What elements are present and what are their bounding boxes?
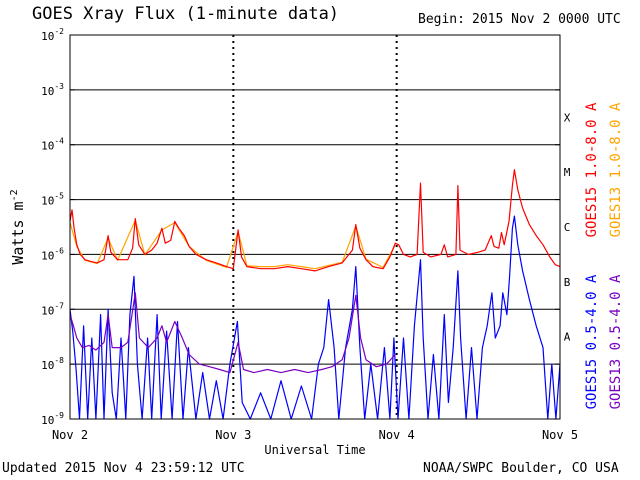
plot-frame (69, 34, 561, 420)
x-axis-label: Universal Time (264, 443, 365, 457)
y-tick-label: 10-2 (41, 27, 64, 43)
series-line-2 (69, 215, 561, 420)
y-tick-label: 10-4 (41, 137, 64, 153)
y-tick-base: 10 (41, 359, 54, 372)
y-tick-exponent: -5 (54, 192, 64, 201)
flare-class-label: C (564, 221, 571, 234)
y-axis-label-exponent: -2 (9, 189, 20, 201)
flare-class-label: B (564, 276, 571, 289)
y-tick-base: 10 (41, 304, 54, 317)
legend-entry-3: GOES13 0.5-4.0 A (608, 274, 624, 409)
y-tick-base: 10 (41, 85, 54, 98)
legend-entry-0: GOES15 1.0-8.0 A (584, 102, 600, 237)
y-tick-label: 10-8 (41, 356, 64, 372)
y-axis-label: Watts m-2 (9, 189, 27, 264)
y-tick-label: 10-5 (41, 192, 64, 208)
y-tick-exponent: -8 (54, 356, 64, 365)
y-tick-label: 10-3 (41, 82, 64, 98)
series-line-3 (69, 292, 396, 374)
y-tick-base: 10 (41, 414, 54, 427)
y-tick-exponent: -9 (54, 411, 64, 420)
series-line-0 (69, 169, 561, 272)
x-tick-label: Nov 4 (379, 428, 415, 442)
legend-entry-1: GOES13 1.0-8.0 A (608, 102, 624, 237)
flare-class-label: X (564, 111, 571, 124)
updated-timestamp: Updated 2015 Nov 4 23:59:12 UTC (2, 461, 245, 476)
y-tick-label: 10-7 (41, 301, 64, 317)
y-tick-exponent: -2 (54, 27, 64, 36)
x-tick-label: Nov 3 (215, 428, 251, 442)
begin-label: Begin: (418, 12, 465, 27)
flare-class-label: M (564, 166, 571, 179)
y-tick-exponent: -7 (54, 301, 64, 310)
legend-entry-2: GOES15 0.5-4.0 A (584, 274, 600, 409)
plot-area (70, 35, 560, 419)
y-tick-base: 10 (41, 249, 54, 262)
y-tick-exponent: -4 (54, 137, 64, 146)
y-tick-base: 10 (41, 140, 54, 153)
x-tick-label: Nov 2 (52, 428, 88, 442)
y-tick-label: 10-6 (41, 246, 64, 262)
credit-text: NOAA/SWPC Boulder, CO USA (423, 461, 619, 476)
y-tick-label: 10-9 (41, 411, 64, 427)
begin-value: 2015 Nov 2 0000 UTC (472, 12, 621, 27)
y-tick-base: 10 (41, 195, 54, 208)
y-tick-exponent: -3 (54, 82, 64, 91)
x-tick-label: Nov 5 (542, 428, 578, 442)
y-tick-base: 10 (41, 30, 54, 43)
y-tick-exponent: -6 (54, 246, 64, 255)
flare-class-label: A (564, 331, 571, 344)
y-axis-label-text: Watts m (9, 201, 27, 264)
chart-title: GOES Xray Flux (1-minute data) (32, 4, 340, 24)
